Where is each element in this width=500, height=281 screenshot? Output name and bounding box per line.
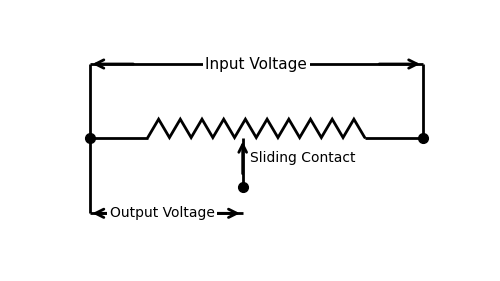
Text: Input Voltage: Input Voltage xyxy=(206,56,307,71)
Text: Sliding Contact: Sliding Contact xyxy=(250,151,356,165)
Text: Output Voltage: Output Voltage xyxy=(110,206,214,220)
